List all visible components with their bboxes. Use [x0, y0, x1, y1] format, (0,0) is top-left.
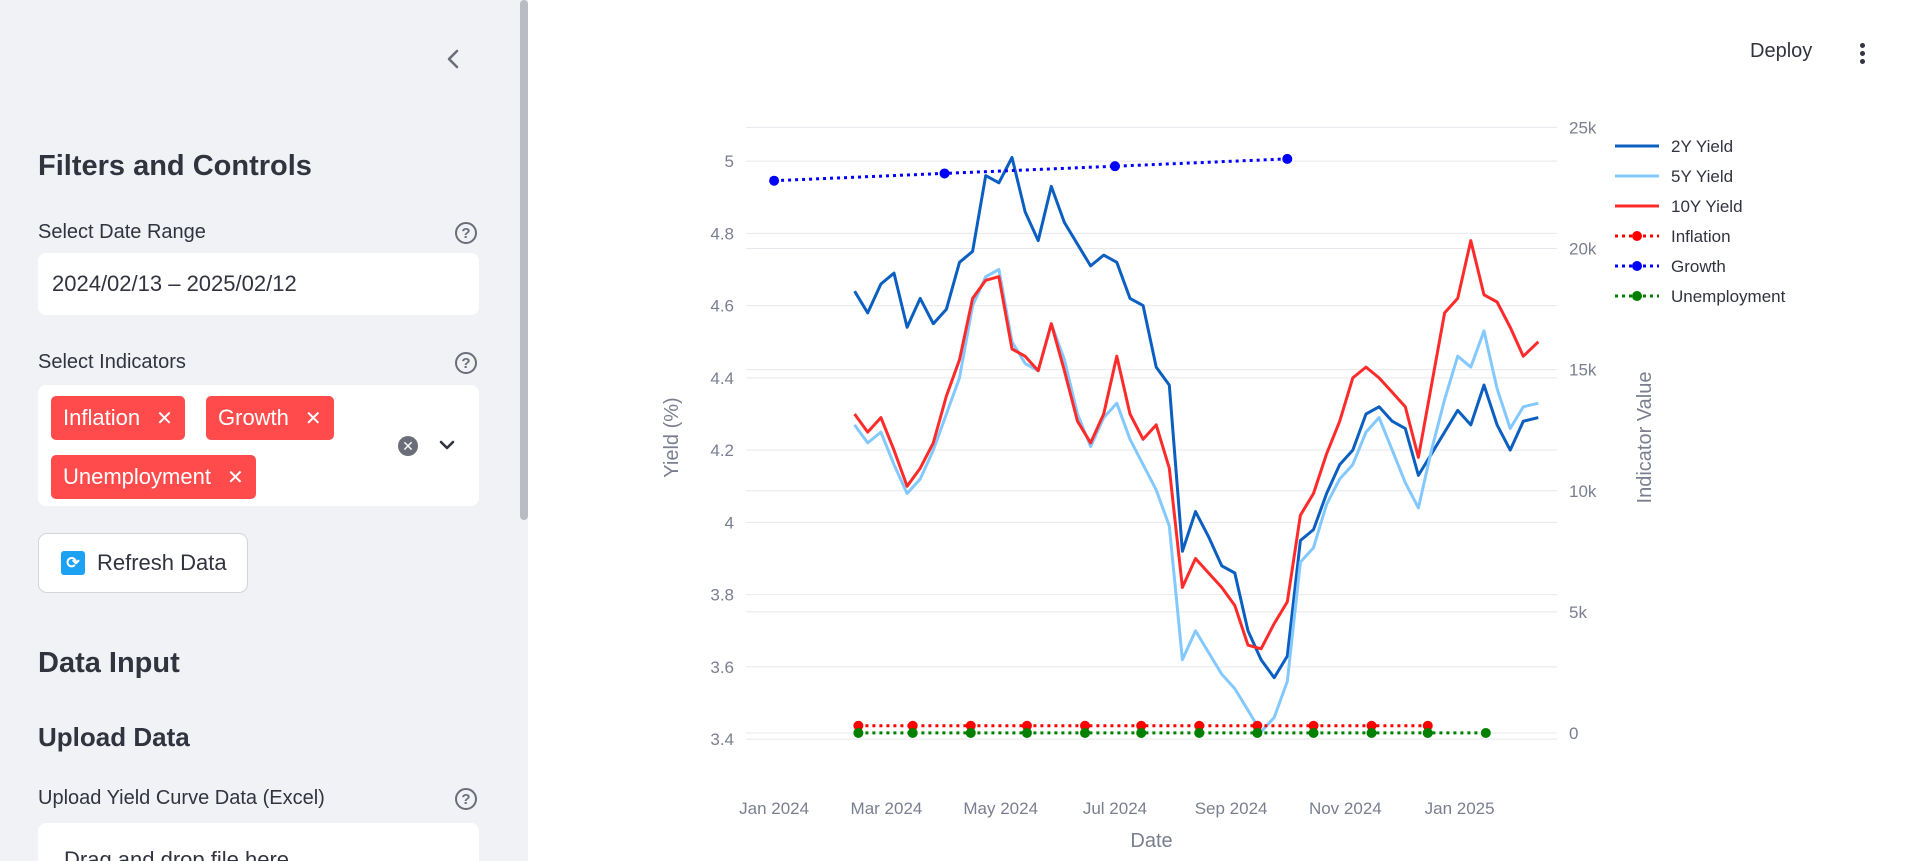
- y-tick-label: 4.8: [710, 224, 734, 243]
- y-tick-label: 4.6: [710, 297, 734, 316]
- y-tick-label: 3.6: [710, 658, 734, 677]
- y2-tick-label: 5k: [1569, 603, 1587, 622]
- remove-tag-icon[interactable]: ✕: [304, 407, 322, 430]
- x-axis-title: Date: [1130, 830, 1172, 852]
- x-tick-label: May 2024: [963, 799, 1038, 818]
- data-point: [1109, 161, 1120, 172]
- y-tick-label: 4.4: [710, 369, 734, 388]
- remove-tag-icon[interactable]: ✕: [226, 466, 244, 489]
- refresh-icon: ⟳: [61, 551, 85, 575]
- series-line-5y-yield: [853, 268, 1539, 734]
- y-tick-label: 3.8: [710, 586, 734, 605]
- refresh-label: Refresh Data: [97, 550, 227, 575]
- help-icon[interactable]: ?: [455, 788, 477, 810]
- series-line-growth: [774, 157, 1288, 183]
- data-point: [965, 727, 976, 738]
- date-range-input[interactable]: 2024/02/13 – 2025/02/12: [38, 253, 479, 315]
- y-tick-label: 3.4: [710, 730, 734, 749]
- legend-entry: 10Y Yield: [1671, 197, 1743, 216]
- x-tick-label: Nov 2024: [1309, 799, 1382, 818]
- date-range-label: Select Date Range: [38, 221, 206, 243]
- clear-all-icon[interactable]: ✕: [398, 436, 418, 456]
- y-tick-label: 4: [725, 513, 734, 532]
- data-point: [1080, 727, 1091, 738]
- tag-label: Inflation: [63, 405, 141, 430]
- data-point: [1252, 727, 1263, 738]
- file-dropzone[interactable]: Drag and drop file here: [38, 823, 479, 861]
- x-tick-label: Jan 2024: [739, 799, 809, 818]
- series-line-10y-yield: [853, 239, 1540, 651]
- data-point: [1366, 727, 1377, 738]
- legend-entry: Growth: [1671, 257, 1726, 276]
- data-input-title: Data Input: [38, 647, 180, 679]
- data-point: [1080, 720, 1091, 731]
- legend-entry: Inflation: [1671, 227, 1731, 246]
- data-point: [1136, 727, 1147, 738]
- y2-axis-title: Indicator Value: [1634, 372, 1656, 504]
- legend-entry: Unemployment: [1671, 287, 1786, 306]
- data-point: [1422, 727, 1433, 738]
- y-tick-label: 4.2: [710, 441, 734, 460]
- data-point: [1252, 720, 1263, 731]
- data-point: [907, 720, 918, 731]
- upload-label: Upload Yield Curve Data (Excel): [38, 787, 325, 809]
- data-point: [1480, 727, 1491, 738]
- deploy-button[interactable]: Deploy: [1750, 40, 1813, 62]
- data-point: [1366, 720, 1377, 731]
- x-tick-label: Jan 2025: [1425, 799, 1495, 818]
- data-point: [965, 720, 976, 731]
- y-tick-label: 5: [725, 152, 734, 171]
- help-icon[interactable]: ?: [455, 222, 477, 244]
- yield-chart: 3.4 3.6 3.8 4 4.2 4.4 4.6 4.8 5 0 5k 10k 15k 20k 25k Ja…: [661, 118, 1786, 852]
- chevron-down-icon[interactable]: [436, 434, 458, 456]
- data-point: [1194, 727, 1205, 738]
- data-point: [907, 727, 918, 738]
- data-point: [1021, 720, 1032, 731]
- tag-unemployment: Unemployment ✕: [51, 455, 256, 499]
- legend-entry: 2Y Yield: [1671, 137, 1733, 156]
- indicators-label: Select Indicators: [38, 351, 186, 373]
- data-point: [939, 168, 950, 179]
- legend-entry: 5Y Yield: [1671, 167, 1733, 186]
- help-icon[interactable]: ?: [455, 352, 477, 374]
- legend-marker: [1632, 231, 1642, 241]
- data-point: [1308, 727, 1319, 738]
- y2-tick-label: 10k: [1569, 482, 1597, 501]
- data-point: [769, 175, 780, 186]
- chevron-left-icon: [447, 49, 459, 69]
- upload-data-title: Upload Data: [38, 722, 190, 752]
- dropzone-text: Drag and drop file here: [64, 847, 290, 861]
- tag-label: Unemployment: [63, 464, 211, 489]
- tag-inflation: Inflation ✕: [51, 396, 185, 440]
- data-point: [1422, 720, 1433, 731]
- x-tick-label: Jul 2024: [1083, 799, 1147, 818]
- sidebar: Filters and Controls Select Date Range ?…: [0, 0, 528, 861]
- remove-tag-icon[interactable]: ✕: [156, 407, 173, 430]
- series-line-2y-yield: [853, 156, 1539, 680]
- collapse-sidebar-button[interactable]: [440, 44, 466, 74]
- x-tick-label: Sep 2024: [1195, 799, 1268, 818]
- data-point: [1136, 720, 1147, 731]
- y2-tick-label: 0: [1569, 724, 1578, 743]
- legend-marker: [1632, 261, 1642, 271]
- data-point: [1021, 727, 1032, 738]
- tag-growth: Growth ✕: [206, 396, 334, 440]
- more-menu-icon[interactable]: [1852, 40, 1872, 68]
- data-point: [1194, 720, 1205, 731]
- data-point: [1282, 153, 1293, 164]
- y2-tick-label: 20k: [1569, 240, 1597, 259]
- tag-label: Growth: [218, 405, 289, 430]
- y2-tick-label: 15k: [1569, 361, 1597, 380]
- x-tick-label: Mar 2024: [851, 799, 923, 818]
- data-point: [853, 727, 864, 738]
- y-axis-title: Yield (%): [661, 397, 683, 477]
- refresh-data-button[interactable]: ⟳ Refresh Data: [38, 533, 248, 593]
- data-point: [1308, 720, 1319, 731]
- sidebar-scrollbar[interactable]: [520, 0, 528, 520]
- legend-marker: [1632, 291, 1642, 301]
- filters-title: Filters and Controls: [38, 150, 312, 182]
- data-point: [853, 720, 864, 731]
- y2-tick-label: 25k: [1569, 118, 1597, 137]
